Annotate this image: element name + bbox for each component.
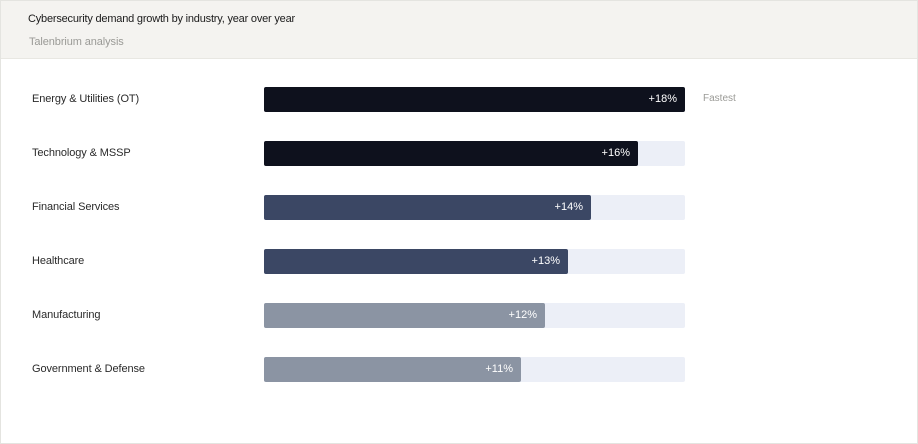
category-label: Manufacturing: [32, 309, 101, 321]
chart-subtitle: Talenbrium analysis: [29, 36, 124, 48]
category-label: Energy & Utilities (OT): [32, 93, 140, 105]
bar-value-label: +14%: [554, 201, 583, 213]
bar: +12%: [264, 303, 545, 328]
bar: +11%: [264, 357, 521, 382]
bar-row: Energy & Utilities (OT) +18% Fastest: [1, 87, 917, 112]
bar-track: +11%: [264, 357, 685, 382]
bar: +16%: [264, 141, 638, 166]
bar: +14%: [264, 195, 591, 220]
bar-row: Government & Defense +11%: [1, 357, 917, 382]
bar-value-label: +13%: [531, 255, 560, 267]
bar-row: Manufacturing +12%: [1, 303, 917, 328]
bar-value-label: +12%: [508, 309, 537, 321]
bar-row: Technology & MSSP +16%: [1, 141, 917, 166]
chart-header: Cybersecurity demand growth by industry,…: [1, 1, 917, 59]
bar-value-label: +16%: [601, 147, 630, 159]
bar-track: +13%: [264, 249, 685, 274]
bar-track: +16%: [264, 141, 685, 166]
bar: +18%: [264, 87, 685, 112]
annotation-label: Fastest: [703, 93, 736, 104]
bar-value-label: +11%: [485, 363, 513, 375]
bar: +13%: [264, 249, 568, 274]
bar-track: +14%: [264, 195, 685, 220]
chart-title: Cybersecurity demand growth by industry,…: [28, 13, 295, 25]
bar-track: +12%: [264, 303, 685, 328]
bar-track: +18%: [264, 87, 685, 112]
category-label: Government & Defense: [32, 363, 145, 375]
category-label: Healthcare: [32, 255, 85, 267]
bar-value-label: +18%: [648, 93, 677, 105]
category-label: Technology & MSSP: [32, 147, 131, 159]
bar-row: Financial Services +14%: [1, 195, 917, 220]
bar-row: Healthcare +13%: [1, 249, 917, 274]
category-label: Financial Services: [32, 201, 120, 213]
